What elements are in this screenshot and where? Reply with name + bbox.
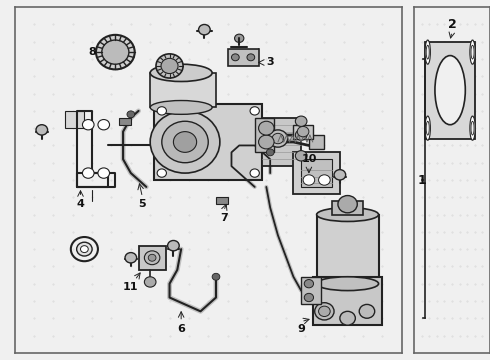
Circle shape — [304, 279, 314, 288]
Bar — [332, 201, 363, 215]
Circle shape — [295, 150, 307, 161]
Circle shape — [96, 35, 135, 69]
Circle shape — [259, 121, 274, 135]
Circle shape — [334, 170, 345, 180]
Circle shape — [272, 133, 284, 144]
Circle shape — [359, 305, 375, 318]
Text: 10: 10 — [301, 154, 317, 164]
Bar — [263, 118, 301, 166]
Circle shape — [161, 58, 178, 73]
Circle shape — [157, 169, 167, 177]
Circle shape — [470, 40, 475, 64]
Bar — [294, 125, 313, 139]
Circle shape — [297, 126, 309, 137]
Bar — [294, 152, 340, 194]
Circle shape — [304, 293, 314, 302]
Bar — [313, 277, 382, 325]
Circle shape — [426, 121, 429, 135]
Bar — [150, 73, 216, 107]
Circle shape — [250, 169, 259, 177]
Bar — [317, 215, 379, 284]
Circle shape — [426, 45, 429, 59]
Circle shape — [127, 111, 135, 118]
Bar — [119, 118, 131, 125]
Circle shape — [162, 121, 208, 163]
Text: 3: 3 — [267, 58, 274, 67]
Circle shape — [145, 251, 160, 265]
Text: 2: 2 — [448, 18, 456, 31]
Circle shape — [82, 120, 94, 130]
Bar — [425, 42, 475, 139]
Circle shape — [76, 242, 92, 256]
Text: 6: 6 — [177, 324, 185, 334]
Circle shape — [235, 34, 244, 42]
Text: 5: 5 — [139, 199, 146, 209]
Text: 4: 4 — [76, 199, 84, 209]
Circle shape — [125, 253, 137, 263]
Circle shape — [470, 116, 475, 140]
Bar — [65, 111, 84, 128]
Circle shape — [102, 40, 129, 64]
Circle shape — [157, 107, 167, 115]
Circle shape — [259, 135, 274, 149]
Circle shape — [267, 149, 274, 156]
Circle shape — [80, 246, 88, 253]
Circle shape — [425, 40, 430, 64]
Circle shape — [318, 175, 330, 185]
Ellipse shape — [435, 55, 466, 125]
Circle shape — [36, 125, 48, 135]
Circle shape — [471, 45, 474, 59]
Bar — [301, 159, 332, 187]
Circle shape — [318, 306, 330, 316]
Circle shape — [173, 132, 196, 152]
Circle shape — [338, 195, 357, 213]
Ellipse shape — [150, 100, 212, 114]
Circle shape — [247, 54, 255, 61]
Bar — [309, 135, 324, 149]
Text: 8: 8 — [88, 47, 96, 57]
Circle shape — [315, 303, 334, 320]
Circle shape — [145, 277, 156, 287]
Bar — [139, 246, 166, 270]
Bar — [227, 49, 259, 66]
Circle shape — [268, 130, 288, 147]
Ellipse shape — [150, 64, 212, 81]
Text: 1: 1 — [417, 174, 426, 186]
Text: 7: 7 — [220, 213, 228, 223]
Circle shape — [425, 116, 430, 140]
Text: 11: 11 — [123, 282, 139, 292]
Bar — [255, 118, 274, 152]
Circle shape — [156, 54, 183, 78]
Circle shape — [295, 130, 307, 140]
Text: 9: 9 — [297, 324, 305, 334]
Circle shape — [148, 254, 156, 261]
Circle shape — [303, 175, 315, 185]
Circle shape — [231, 54, 239, 61]
Ellipse shape — [317, 277, 379, 291]
Circle shape — [340, 311, 355, 325]
Circle shape — [82, 168, 94, 178]
Circle shape — [98, 120, 110, 130]
Circle shape — [471, 121, 474, 135]
Bar — [301, 277, 320, 305]
Ellipse shape — [317, 208, 379, 221]
Bar — [216, 197, 227, 204]
Bar — [154, 104, 263, 180]
Circle shape — [198, 24, 210, 35]
Circle shape — [212, 273, 220, 280]
Circle shape — [295, 116, 307, 126]
Circle shape — [168, 240, 179, 251]
Circle shape — [98, 168, 110, 178]
Circle shape — [250, 107, 259, 115]
Circle shape — [150, 111, 220, 173]
